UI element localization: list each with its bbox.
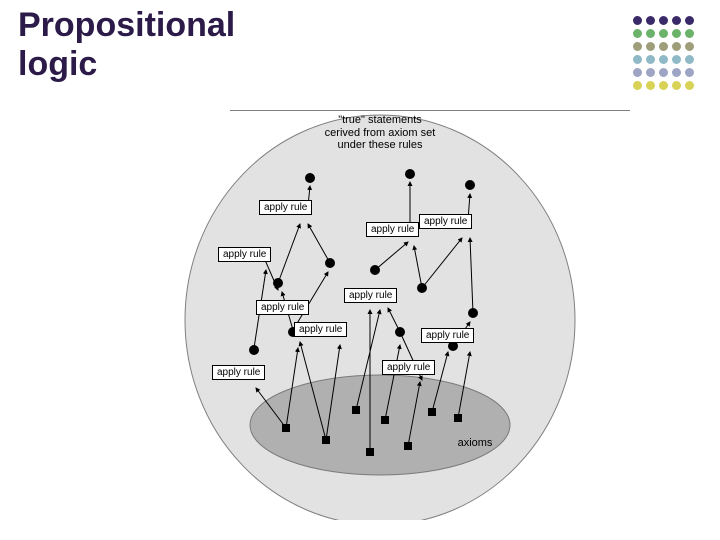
decoration-dots	[631, 14, 696, 92]
title-line-1: Propositional	[18, 6, 235, 45]
decoration-dot	[633, 29, 642, 38]
statement-node	[395, 327, 405, 337]
apply-rule-box: apply rule	[294, 322, 347, 337]
decoration-dot	[659, 42, 668, 51]
apply-rule-box: apply rule	[382, 360, 435, 375]
axiom-node	[282, 424, 290, 432]
caption-line-2: cerived from axiom set	[280, 127, 480, 140]
decoration-dot	[646, 81, 655, 90]
decoration-dot	[659, 29, 668, 38]
axiom-node	[454, 414, 462, 422]
diagram-svg	[170, 90, 590, 520]
statement-node	[417, 283, 427, 293]
axiom-node	[428, 408, 436, 416]
decoration-dot	[633, 42, 642, 51]
axioms-label: axioms	[445, 437, 505, 450]
decoration-dot	[685, 55, 694, 64]
apply-rule-box: apply rule	[256, 300, 309, 315]
decoration-dot	[659, 68, 668, 77]
diagram-caption: "true" statements cerived from axiom set…	[280, 114, 480, 152]
decoration-dot	[685, 16, 694, 25]
apply-rule-box: apply rule	[419, 214, 472, 229]
decoration-dot	[659, 16, 668, 25]
statement-node	[249, 345, 259, 355]
decoration-dot	[633, 16, 642, 25]
axiom-node	[381, 416, 389, 424]
title-line-2: logic	[18, 45, 235, 84]
decoration-dot	[646, 42, 655, 51]
caption-line-1: "true" statements	[280, 114, 480, 127]
statement-node	[325, 258, 335, 268]
decoration-dot	[646, 16, 655, 25]
decoration-dot	[672, 42, 681, 51]
caption-line-3: under these rules	[280, 139, 480, 152]
statement-node	[305, 173, 315, 183]
decoration-dot	[633, 55, 642, 64]
axiom-node	[404, 442, 412, 450]
diagram-container: apply ruleapply ruleapply ruleapply rule…	[170, 90, 590, 520]
axiom-node	[352, 406, 360, 414]
decoration-dot	[672, 55, 681, 64]
decoration-dot	[646, 55, 655, 64]
statement-node	[273, 278, 283, 288]
apply-rule-box: apply rule	[344, 288, 397, 303]
decoration-dot	[672, 29, 681, 38]
decoration-dot	[659, 55, 668, 64]
decoration-dot	[646, 29, 655, 38]
decoration-dot	[685, 81, 694, 90]
statement-node	[405, 169, 415, 179]
statement-node	[468, 308, 478, 318]
slide-title: Propositional logic	[18, 6, 235, 84]
decoration-dot	[633, 81, 642, 90]
decoration-dot	[672, 16, 681, 25]
decoration-dot	[659, 81, 668, 90]
apply-rule-box: apply rule	[421, 328, 474, 343]
statement-node	[465, 180, 475, 190]
decoration-dot	[685, 42, 694, 51]
apply-rule-box: apply rule	[218, 247, 271, 262]
decoration-dot	[672, 68, 681, 77]
apply-rule-box: apply rule	[366, 222, 419, 237]
apply-rule-box: apply rule	[212, 365, 265, 380]
decoration-dot	[646, 68, 655, 77]
statement-node	[370, 265, 380, 275]
decoration-dot	[633, 68, 642, 77]
axiom-node	[322, 436, 330, 444]
decoration-dot	[672, 81, 681, 90]
decoration-dot	[685, 68, 694, 77]
decoration-dot	[685, 29, 694, 38]
axiom-node	[366, 448, 374, 456]
apply-rule-box: apply rule	[259, 200, 312, 215]
